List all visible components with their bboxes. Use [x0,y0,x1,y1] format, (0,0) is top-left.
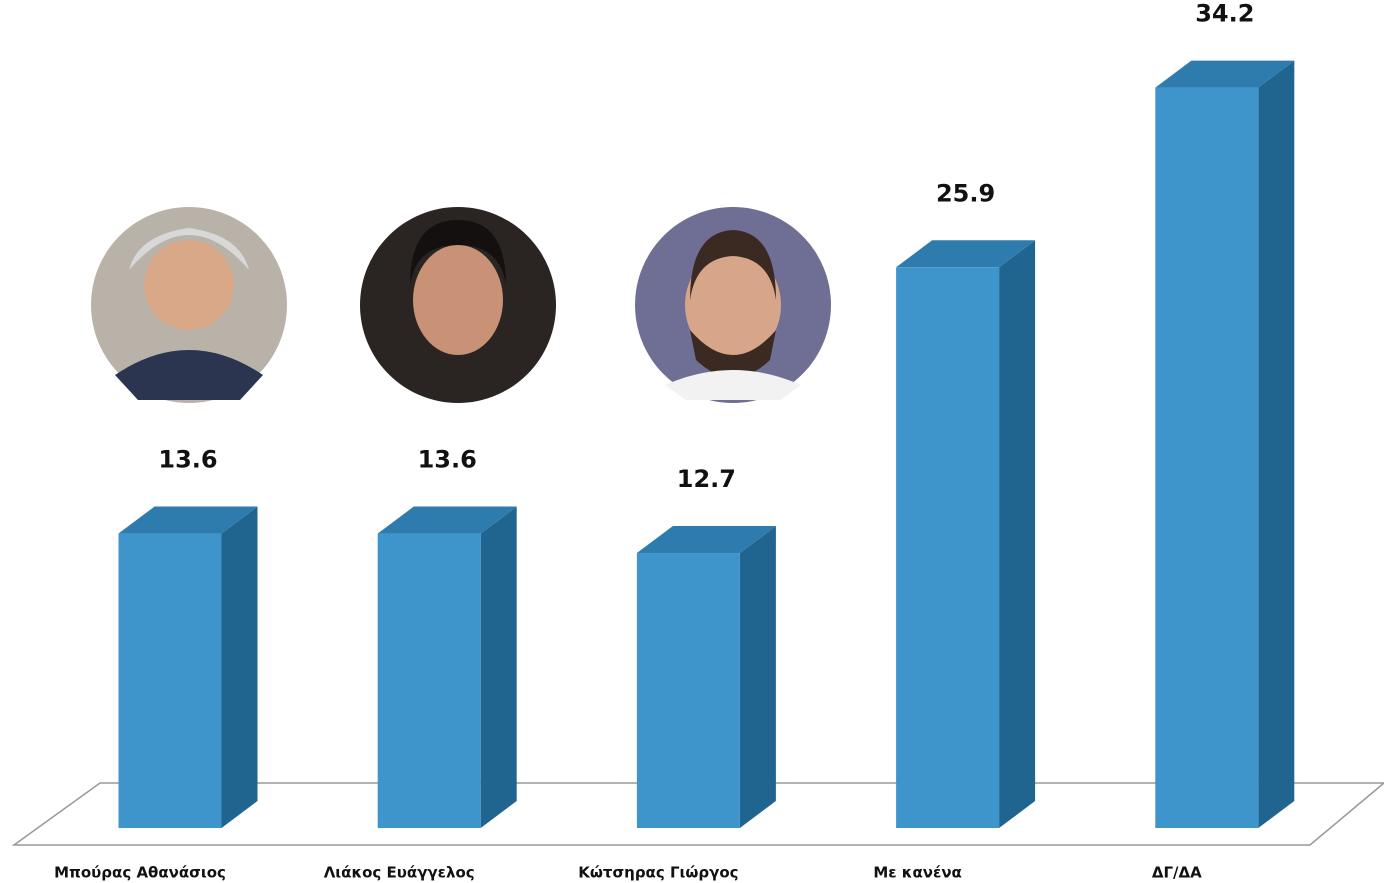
bar-side [1258,61,1294,828]
bar [896,267,999,828]
x-tick-label: Μπούρας Αθανάσιος [54,864,226,882]
x-tick-label: Με κανένα [873,864,962,882]
value-label: 25.9 [936,179,995,207]
bar-side [222,507,258,828]
x-tick-label: ΔΓ/ΔΑ [1152,864,1202,882]
x-tick-label: Κώτσηρας Γιώργος [578,864,738,882]
bar-side [999,240,1035,828]
bar [119,534,222,828]
photo-face [413,245,503,355]
value-label: 34.2 [1195,0,1254,28]
value-label: 13.6 [158,446,217,474]
bar [1155,88,1258,828]
bar [637,553,740,828]
photos [91,207,831,403]
value-label: 13.6 [418,446,477,474]
value-label: 12.7 [677,465,736,493]
x-tick-label: Λιάκος Ευάγγελος [324,864,475,882]
photo-face [144,240,234,330]
bar-side [481,507,517,828]
bar [378,534,481,828]
bar-side [740,526,776,828]
chart: 13.6 Μπούρας Αθανάσιος 13.6 Λιάκος Ευάγγελο… [0,0,1384,883]
